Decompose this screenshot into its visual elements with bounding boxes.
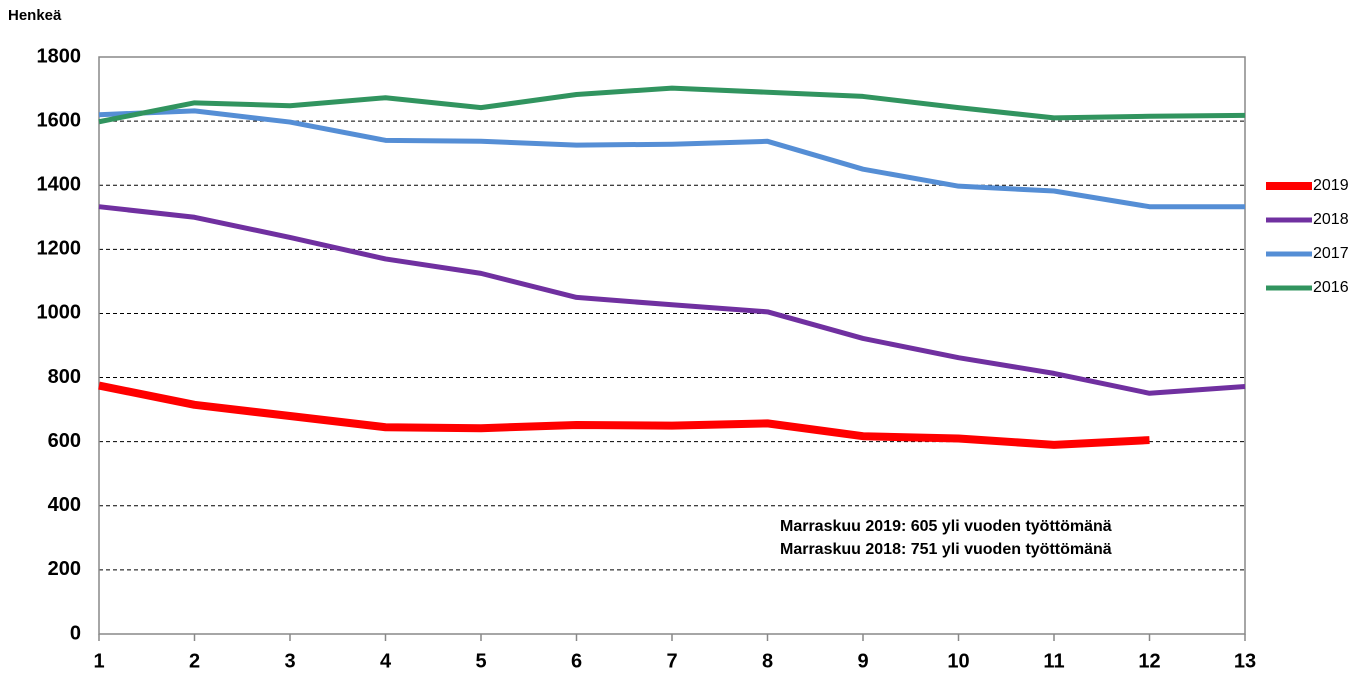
x-tick-label: 8 <box>762 650 773 672</box>
y-tick-label: 400 <box>48 494 81 516</box>
legend-label: 2017 <box>1313 245 1349 262</box>
y-axis-label: Henkeä <box>8 7 62 24</box>
series-line <box>98 85 1246 125</box>
y-tick-label: 1400 <box>37 174 82 196</box>
x-tick-label: 13 <box>1234 650 1256 672</box>
y-tick-label: 200 <box>48 558 81 580</box>
x-tick-label: 9 <box>857 650 868 672</box>
x-tick-label: 10 <box>947 650 969 672</box>
x-tick-label: 3 <box>284 650 295 672</box>
x-tick-label: 4 <box>380 650 392 672</box>
legend-label: 2018 <box>1313 211 1349 228</box>
legend-label: 2019 <box>1313 177 1349 194</box>
x-tick-label: 6 <box>571 650 582 672</box>
x-tick-label: 1 <box>93 650 104 672</box>
series-line <box>98 108 1245 210</box>
series-line <box>98 381 1150 449</box>
y-tick-label: 1000 <box>37 302 82 324</box>
y-tick-label: 1800 <box>37 45 82 67</box>
y-tick-label: 0 <box>70 622 81 644</box>
x-tick-label: 12 <box>1138 650 1160 672</box>
y-tick-label: 800 <box>48 366 81 388</box>
series-line <box>98 204 1246 396</box>
x-tick-label: 2 <box>189 650 200 672</box>
x-tick-label: 11 <box>1043 650 1064 672</box>
y-tick-label: 1200 <box>37 238 82 260</box>
y-tick-label: 600 <box>48 430 81 452</box>
annotation: Marraskuu 2018: 751 yli vuoden työttömän… <box>780 541 1112 558</box>
legend-label: 2016 <box>1313 279 1349 296</box>
x-tick-label: 7 <box>666 650 677 672</box>
y-tick-label: 1600 <box>37 109 82 131</box>
annotation: Marraskuu 2019: 605 yli vuoden työttömän… <box>780 518 1112 535</box>
x-tick-label: 5 <box>475 650 486 672</box>
